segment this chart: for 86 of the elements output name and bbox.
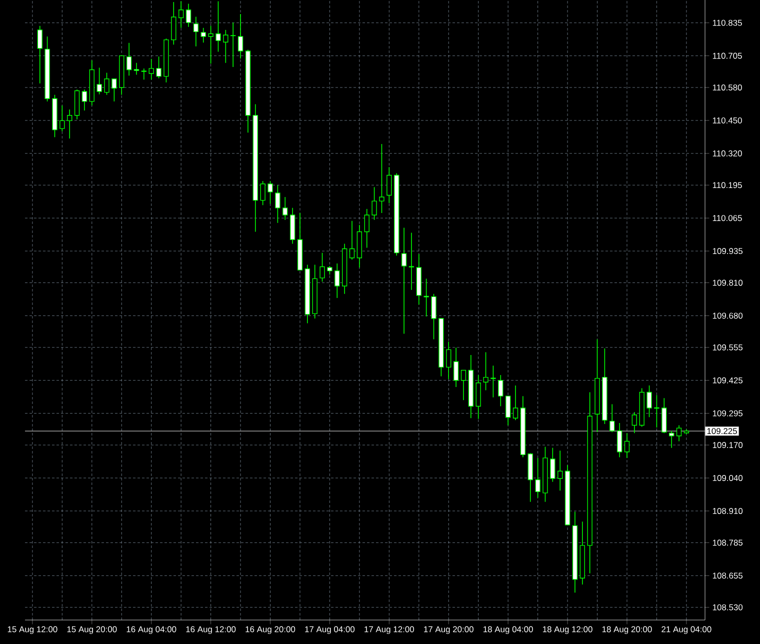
candlestick <box>320 252 325 282</box>
candlestick <box>483 352 488 391</box>
y-tick-label: 109.425 <box>712 377 743 384</box>
y-tick-label: 110.320 <box>712 150 742 156</box>
candlestick <box>379 144 384 214</box>
x-tick-label: 17 Aug 12:00 <box>364 626 414 634</box>
candlestick <box>624 432 630 458</box>
y-tick-label: 108.530 <box>712 604 743 610</box>
x-tick-label: 16 Aug 04:00 <box>126 626 176 634</box>
candlestick <box>268 180 273 204</box>
candlestick <box>134 62 140 76</box>
candlestick <box>505 396 511 426</box>
candlestick <box>275 184 280 224</box>
y-tick-label: 108.655 <box>712 572 743 579</box>
x-tick-label: 16 Aug 12:00 <box>186 626 236 634</box>
candlestick <box>632 412 637 434</box>
candlestick <box>238 14 244 59</box>
candlestick <box>60 105 65 132</box>
y-tick-label: 109.680 <box>712 312 743 319</box>
x-tick-label: 18 Aug 04:00 <box>484 626 533 634</box>
y-tick-label: 109.040 <box>712 475 743 481</box>
candlestick <box>148 58 154 80</box>
candlestick <box>223 30 228 64</box>
candlestick <box>490 365 496 398</box>
candlestick <box>654 394 660 428</box>
x-tick-label: 17 Aug 04:00 <box>305 626 355 634</box>
x-tick-label: 21 Aug 04:00 <box>662 626 712 634</box>
candlestick <box>126 42 132 76</box>
candlestick <box>156 56 162 79</box>
y-tick-label: 109.170 <box>712 442 743 448</box>
y-tick-label: 110.580 <box>712 84 742 90</box>
candlestick <box>364 208 370 248</box>
candlestick <box>558 450 563 492</box>
candlestick <box>216 0 221 52</box>
candlestick <box>610 404 615 432</box>
candlestick <box>104 72 110 96</box>
candlestick <box>200 27 206 43</box>
candlestick <box>424 278 429 317</box>
candlestick <box>282 196 288 220</box>
y-tick-label: 109.810 <box>712 280 743 286</box>
x-tick-label: 15 Aug 20:00 <box>67 626 117 634</box>
candlestick <box>408 232 414 290</box>
x-tick-label: 16 Aug 20:00 <box>246 626 296 634</box>
candlestick <box>476 374 481 420</box>
candlestick <box>498 374 504 407</box>
candlestick <box>208 25 214 64</box>
y-tick-label: 110.705 <box>712 52 742 59</box>
x-tick-label: 18 Aug 12:00 <box>542 626 592 634</box>
candlestick <box>386 166 392 204</box>
y-tick-label: 110.450 <box>712 117 742 124</box>
candlestick <box>334 263 340 298</box>
candlestick <box>646 385 652 418</box>
candlestick <box>67 109 72 139</box>
candlestick <box>349 220 355 260</box>
candlestick <box>460 370 466 401</box>
candlestick <box>550 447 556 482</box>
y-tick-label: 109.295 <box>712 410 743 416</box>
y-tick-label: 110.835 <box>712 20 742 26</box>
x-tick-label: 17 Aug 20:00 <box>424 626 474 634</box>
candlestick <box>453 347 459 388</box>
candlestick <box>37 25 42 84</box>
candlestick <box>431 293 436 340</box>
candlestick <box>446 341 452 380</box>
y-tick-label: 110.065 <box>712 215 742 222</box>
candlestick <box>535 458 540 498</box>
candlestick <box>260 180 266 206</box>
candlestick <box>401 227 407 334</box>
candlestick <box>372 186 377 220</box>
candlestick <box>186 3 192 28</box>
y-tick-label: 108.910 <box>712 508 743 514</box>
y-tick-label: 108.785 <box>712 540 743 546</box>
candlestick <box>230 22 236 68</box>
y-tick-label: 109.555 <box>712 344 743 350</box>
ref-line-label: 109.225 <box>707 428 737 434</box>
y-tick-label: 109.935 <box>712 248 743 254</box>
candlestick <box>676 424 682 442</box>
candlestick <box>96 67 102 95</box>
x-tick-label: 18 Aug 20:00 <box>602 626 652 634</box>
candlestick <box>512 385 518 421</box>
candlestick <box>82 89 88 111</box>
x-tick-label: 15 Aug 12:00 <box>8 626 58 634</box>
candlestick <box>193 16 199 47</box>
candlestick <box>141 68 146 80</box>
y-tick-label: 110.195 <box>712 182 742 188</box>
candlestick <box>112 78 117 102</box>
candlestick <box>616 422 622 458</box>
